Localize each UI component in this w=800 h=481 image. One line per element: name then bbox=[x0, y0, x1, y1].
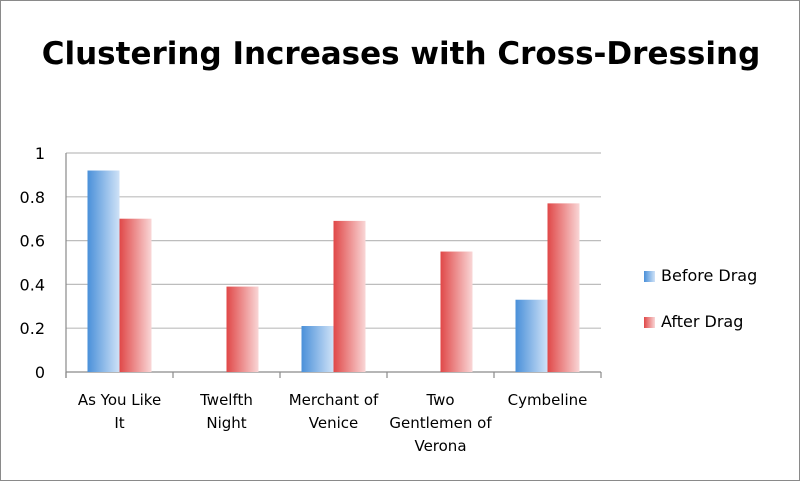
bar-before-drag bbox=[515, 299, 548, 372]
x-tick-label: Two Gentlemen of Verona bbox=[389, 391, 492, 455]
bar-before-drag bbox=[87, 170, 120, 372]
x-tick-label: Merchant of Venice bbox=[289, 391, 379, 432]
bar-after-drag bbox=[547, 203, 580, 372]
x-tick-label: As You Like It bbox=[78, 391, 161, 432]
y-tick-label: 0 bbox=[35, 363, 45, 382]
y-tick-label: 0.8 bbox=[20, 188, 45, 207]
bar-after-drag bbox=[333, 220, 366, 372]
y-tick-label: 1 bbox=[35, 144, 45, 163]
x-tick-label: Cymbeline bbox=[508, 391, 588, 409]
chart-title: Clustering Increases with Cross-Dressing bbox=[41, 36, 761, 72]
y-tick-label: 0.6 bbox=[20, 232, 45, 251]
legend-swatch bbox=[644, 317, 655, 328]
legend-swatch bbox=[644, 271, 655, 282]
y-tick-label: 0.4 bbox=[20, 275, 45, 294]
y-tick-label: 0.2 bbox=[20, 319, 45, 338]
bar-after-drag bbox=[226, 286, 259, 372]
bar-before-drag bbox=[301, 326, 334, 372]
legend-label: After Drag bbox=[661, 312, 743, 331]
legend-label: Before Drag bbox=[661, 266, 757, 285]
bar-after-drag bbox=[119, 218, 152, 372]
x-tick-label: Twelfth Night bbox=[199, 391, 253, 432]
bar-after-drag bbox=[440, 251, 473, 372]
